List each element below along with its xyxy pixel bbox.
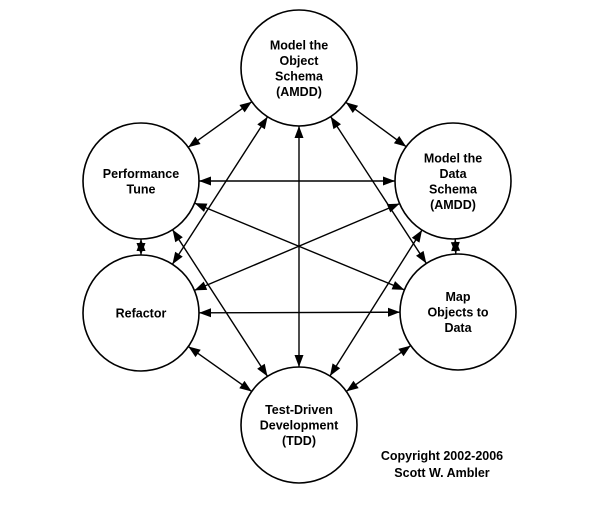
edge-tdd-refactor <box>187 345 253 393</box>
node-label: Performance <box>103 167 179 181</box>
arrowhead-to-tdd <box>294 355 304 367</box>
node-circle <box>399 253 517 371</box>
node-label: Model the <box>424 151 482 165</box>
arrowhead-to-performance-tune <box>199 176 211 186</box>
node-label: Data <box>444 321 472 335</box>
node-label: Schema <box>429 182 478 196</box>
arrowhead-to-performance-tune <box>194 203 208 212</box>
node-label: Model the <box>270 38 328 52</box>
arrowhead-to-map-objects <box>398 345 411 357</box>
edge-data-schema-tdd <box>329 229 423 377</box>
arrowhead-to-performance-tune <box>136 239 146 251</box>
node-circle <box>82 254 200 372</box>
arrowhead-to-tdd <box>329 363 341 376</box>
arrowhead-to-tdd <box>239 380 252 392</box>
arrowhead-to-object-schema <box>294 126 304 138</box>
arrowhead-to-data-schema <box>383 176 395 186</box>
node-label: (AMDD) <box>276 85 322 99</box>
node-label: Refactor <box>116 307 167 321</box>
copyright-line-2: Scott W. Ambler <box>394 466 490 480</box>
arrowhead-to-map-objects <box>391 281 405 290</box>
arrowhead-to-refactor <box>188 346 201 358</box>
arrowhead-to-tdd <box>257 363 268 377</box>
node-label: Data <box>439 167 467 181</box>
edge-object-schema-map-objects <box>330 116 427 264</box>
node-circle <box>240 9 358 127</box>
arrowhead-to-data-schema <box>393 135 407 147</box>
node-label: Development <box>260 419 339 433</box>
arrowhead-to-object-schema <box>257 116 268 130</box>
node-circle <box>394 122 512 240</box>
node-tdd: Test-Driven Development(TDD) <box>240 366 358 484</box>
arrowhead-to-data-schema <box>411 230 423 243</box>
arrowhead-to-refactor <box>172 251 183 265</box>
arrowheads-layer <box>136 101 461 392</box>
node-label: (AMDD) <box>430 198 476 212</box>
arrowhead-to-tdd <box>346 380 359 392</box>
node-label: (TDD) <box>282 434 316 448</box>
edge-tdd-performance-tune <box>171 229 269 377</box>
arrowhead-to-refactor <box>198 308 212 318</box>
node-label: Map <box>446 290 471 304</box>
edge-object-schema-data-schema <box>345 101 407 148</box>
node-label: Schema <box>275 69 324 83</box>
node-label: Test-Driven <box>265 403 333 417</box>
copyright-notice: Copyright 2002-2006 Scott W. Ambler <box>381 449 503 480</box>
edge-map-objects-performance-tune <box>194 202 405 291</box>
node-circle <box>82 122 200 240</box>
node-label: Tune <box>127 182 156 196</box>
edge-object-schema-refactor <box>171 116 269 265</box>
arrowhead-to-map-objects <box>387 307 401 317</box>
edge-map-objects-tdd <box>345 345 412 392</box>
arrowhead-to-map-objects <box>416 250 427 264</box>
arrowhead-to-refactor <box>194 281 208 291</box>
arrowhead-to-map-objects <box>450 241 460 255</box>
edge-map-objects-refactor <box>198 311 401 314</box>
node-circle <box>240 366 358 484</box>
arrowhead-to-object-schema <box>239 101 252 113</box>
arrowhead-to-performance-tune <box>172 229 183 243</box>
node-refactor: Refactor <box>82 254 200 372</box>
node-label: Object <box>280 54 320 68</box>
edge-object-schema-performance-tune <box>187 101 253 148</box>
arrowhead-to-object-schema <box>345 102 359 114</box>
arrowhead-to-performance-tune <box>188 136 201 148</box>
node-label: Objects to <box>427 306 488 320</box>
copyright-line-1: Copyright 2002-2006 <box>381 449 503 463</box>
arrowhead-to-data-schema <box>386 203 400 213</box>
arrowhead-to-object-schema <box>330 116 341 130</box>
edge-data-schema-refactor <box>194 202 400 292</box>
